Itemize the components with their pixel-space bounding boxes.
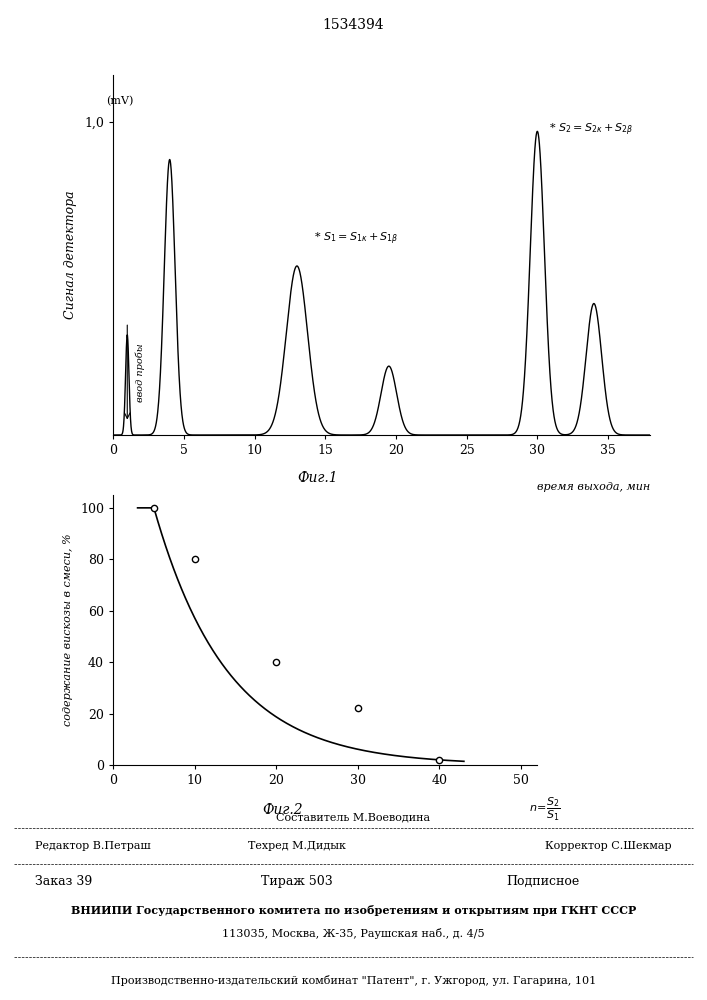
Text: Редактор В.Петраш: Редактор В.Петраш: [35, 841, 151, 851]
Text: Составитель М.Воеводина: Составитель М.Воеводина: [276, 813, 431, 823]
Y-axis label: Сигнал детектора: Сигнал детектора: [64, 191, 77, 319]
Text: Корректор С.Шекмар: Корректор С.Шекмар: [545, 841, 672, 851]
Text: 113035, Москва, Ж-35, Раушская наб., д. 4/5: 113035, Москва, Ж-35, Раушская наб., д. …: [222, 928, 485, 939]
Text: (mV): (mV): [106, 96, 134, 106]
Text: * $S_1 = S_{1\kappa} + S_{1\beta}$: * $S_1 = S_{1\kappa} + S_{1\beta}$: [314, 231, 398, 247]
Text: Заказ 39: Заказ 39: [35, 875, 93, 888]
Text: время выхода, мин: время выхода, мин: [537, 482, 650, 492]
Text: Тираж 503: Тираж 503: [261, 875, 333, 888]
Text: * $S_2 = S_{2\kappa} + S_{2\beta}$: * $S_2 = S_{2\kappa} + S_{2\beta}$: [549, 122, 633, 138]
Text: ВНИИПИ Государственного комитета по изобретениям и открытиям при ГКНТ СССР: ВНИИПИ Государственного комитета по изоб…: [71, 905, 636, 916]
Text: Фиг.1: Фиг.1: [297, 471, 338, 485]
Text: ввод пробы: ввод пробы: [135, 343, 144, 402]
Text: Фиг.2: Фиг.2: [262, 803, 303, 817]
Y-axis label: содержание вискозы в смеси, %: содержание вискозы в смеси, %: [63, 534, 73, 726]
Text: Производственно-издательский комбинат "Патент", г. Ужгород, ул. Гагарина, 101: Производственно-издательский комбинат "П…: [111, 975, 596, 986]
Text: Техред М.Дидык: Техред М.Дидык: [248, 841, 346, 851]
Text: $n\!=\!\dfrac{S_2}{S_1}$: $n\!=\!\dfrac{S_2}{S_1}$: [529, 796, 561, 823]
Text: Подписное: Подписное: [506, 875, 580, 888]
Text: 1534394: 1534394: [322, 18, 385, 32]
